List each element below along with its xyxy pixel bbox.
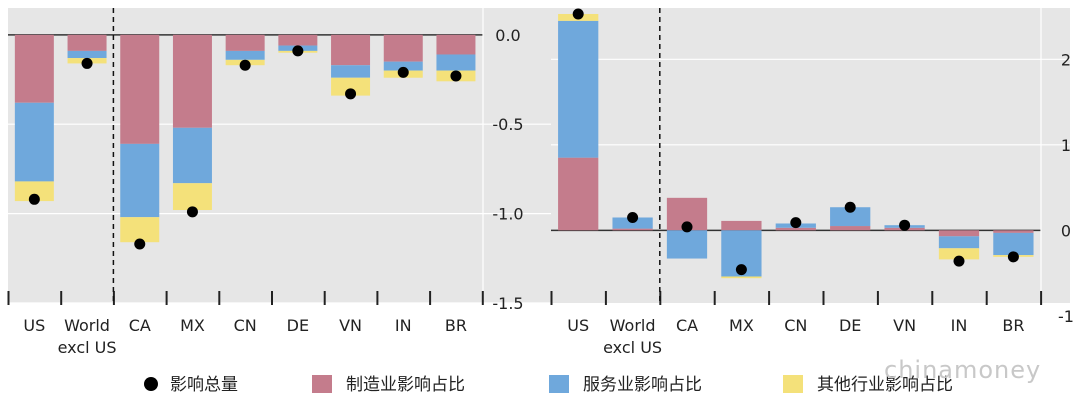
x-tick-label: World <box>610 316 656 335</box>
x-tick-label: World <box>64 316 110 335</box>
x-tick-label: IN <box>951 316 968 335</box>
legend-label-manufacturing: 制造业影响占比 <box>346 375 465 395</box>
bar-segment-services <box>172 127 212 184</box>
bar-segment-manufacturing <box>612 228 653 231</box>
y-tick-label: -1 <box>1058 307 1074 326</box>
y-tick-label: 0 <box>1061 221 1071 240</box>
total-dot <box>1007 251 1019 263</box>
y-tick-label: -0.5 <box>492 115 523 134</box>
bar-segment-manufacturing <box>225 34 265 51</box>
x-tick-label: CA <box>129 316 151 335</box>
bar-segment-manufacturing <box>993 230 1034 233</box>
y-tick-label: 0.0 <box>495 26 520 45</box>
total-dot <box>134 238 146 250</box>
bar-segment-other <box>331 77 371 96</box>
bar-segment-manufacturing <box>558 157 599 231</box>
bar-segment-services <box>436 54 476 71</box>
x-tick-label: DE <box>839 316 861 335</box>
chart-panel-2: 2 1 0 -1 US World excl US CA MX CN DE VN IN BR <box>550 8 1074 357</box>
x-tick-label: US <box>23 316 45 335</box>
bar-segment-manufacturing <box>172 34 212 128</box>
bar-segment-other <box>120 217 160 243</box>
bar-segment-manufacturing <box>830 226 871 231</box>
x-tick-label: DE <box>287 316 309 335</box>
x-tick-label: US <box>567 316 589 335</box>
watermark: chinamoney <box>884 356 1041 384</box>
x-tick-label: MX <box>729 316 754 335</box>
legend-marker-total <box>144 377 158 391</box>
bar-segment-manufacturing <box>775 227 816 231</box>
legend-label-other: 其他行业影响占比 <box>817 375 953 395</box>
legend-label-services: 服务业影响占比 <box>583 375 702 395</box>
bar-segment-services <box>225 50 265 60</box>
bar-segment-manufacturing <box>14 34 54 103</box>
bar-segment-manufacturing <box>67 34 107 51</box>
bar-segment-services <box>993 232 1034 256</box>
y-tick-label: -1.0 <box>492 205 523 224</box>
bar-segment-other <box>721 276 762 279</box>
bar-segment-services <box>666 230 708 259</box>
total-dot <box>790 217 802 229</box>
bar-segment-manufacturing <box>383 34 423 62</box>
legend-swatch-other <box>783 375 803 393</box>
total-dot <box>450 70 462 82</box>
total-dot <box>81 57 93 69</box>
bar-segment-services <box>120 143 160 218</box>
bar-segment-manufacturing <box>436 34 476 55</box>
bar-segment-services <box>383 61 423 71</box>
x-tick-label: CN <box>784 316 807 335</box>
x-tick-label: IN <box>395 316 412 335</box>
total-dot <box>239 59 251 71</box>
chart-panel-1: 0.0 -0.5 -1.0 -1.5 US World excl US CA MX CN DE VN I… <box>7 8 552 357</box>
total-dot <box>28 193 40 205</box>
bar-segment-services <box>612 217 653 229</box>
x-tick-label: CN <box>234 316 257 335</box>
bar-segment-services <box>331 65 371 78</box>
y-tick-label: -1.5 <box>492 294 523 313</box>
bar-segment-services <box>830 207 871 227</box>
total-dot <box>844 201 856 213</box>
total-dot <box>681 221 693 233</box>
total-dot <box>627 211 639 223</box>
chart-panels: 0.0 -0.5 -1.0 -1.5 US World excl US CA MX CN DE VN I… <box>7 8 1074 357</box>
bar-segment-manufacturing <box>278 34 318 46</box>
bar-segment-manufacturing <box>120 34 160 144</box>
bar-segment-other <box>14 181 54 202</box>
bar-segment-services <box>938 236 980 249</box>
x-tick-label: CA <box>676 316 698 335</box>
chart-legend: 影响总量 制造业影响占比 服务业影响占比 其他行业影响占比 <box>144 375 953 395</box>
total-dot <box>186 206 198 218</box>
bar-segment-manufacturing <box>938 230 980 237</box>
total-dot <box>345 88 357 100</box>
bar-segment-services <box>14 102 54 182</box>
x-tick-label: VN <box>893 316 916 335</box>
total-dot <box>292 45 304 57</box>
x-tick-label: BR <box>445 316 467 335</box>
x-tick-label: excl US <box>603 338 662 357</box>
bar-segment-services <box>558 20 599 158</box>
bar-segment-other <box>938 248 980 260</box>
total-dot <box>397 66 409 78</box>
bar-segment-manufacturing <box>331 34 371 66</box>
y-tick-label: 1 <box>1061 136 1071 155</box>
legend-label-total: 影响总量 <box>170 375 238 395</box>
total-dot <box>899 219 911 231</box>
bar-segment-manufacturing <box>721 220 762 231</box>
total-dot <box>735 264 747 276</box>
plot-background <box>551 8 1070 303</box>
bar-segment-services <box>67 50 107 59</box>
x-tick-label: BR <box>1002 316 1024 335</box>
total-dot <box>572 8 584 20</box>
bar-segment-other <box>172 183 212 211</box>
x-tick-label: excl US <box>58 338 117 357</box>
total-dot <box>953 255 965 267</box>
x-tick-label: MX <box>180 316 205 335</box>
legend-swatch-services <box>549 375 569 393</box>
legend-swatch-manufacturing <box>312 375 332 393</box>
x-tick-label: VN <box>339 316 362 335</box>
y-tick-label: 2 <box>1061 50 1071 69</box>
